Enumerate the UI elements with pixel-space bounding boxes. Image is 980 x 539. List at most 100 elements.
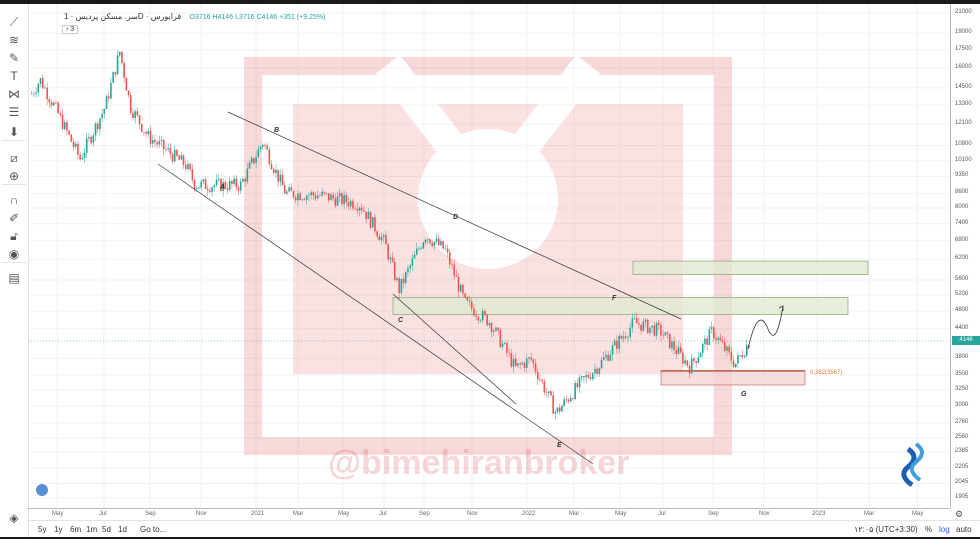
channel-lower-line[interactable] (157, 163, 594, 465)
settings-gear-icon[interactable]: ⚙ (955, 509, 964, 519)
candle-body (732, 360, 735, 368)
candle-body (528, 357, 530, 359)
candle-body (492, 330, 495, 332)
price-tick: 6800 (955, 236, 969, 243)
channel-upper-line[interactable] (227, 111, 682, 320)
candle-body (41, 78, 44, 89)
candle-body (345, 195, 348, 203)
candle-body (244, 179, 246, 182)
candle-body (173, 149, 176, 162)
trend-line-icon[interactable]: ⟋ (9, 15, 19, 29)
candle-body (499, 330, 502, 347)
candle-body (400, 278, 403, 294)
candle-body (279, 174, 282, 182)
candle-body (741, 354, 744, 358)
chart-canvas[interactable]: @bimehiranbroker A B C D E F G 0.382(356… (28, 4, 950, 508)
candle-body (55, 102, 57, 104)
trend-line-c[interactable] (392, 293, 517, 405)
unlock-icon[interactable]: 🔓︎ (10, 229, 18, 243)
zone-green[interactable] (632, 260, 869, 275)
measure-icon[interactable]: ☰ (8, 105, 20, 119)
brush-icon[interactable]: ✎ (8, 51, 20, 65)
candle-body (343, 195, 345, 205)
candle-body (30, 93, 33, 95)
price-axis[interactable]: 21000 19000 17500 16000 14500 13300 12100 10900… (950, 4, 980, 508)
projection-arrow[interactable] (747, 305, 784, 350)
pattern-icon[interactable]: ⋈ (8, 87, 20, 101)
price-tick: 9350 (955, 172, 969, 179)
range-5d[interactable]: 5d (102, 525, 111, 534)
candle-body (444, 248, 447, 250)
candle-body (503, 342, 506, 344)
candle-body (52, 102, 55, 106)
text-icon[interactable]: T (10, 69, 18, 83)
candle-body (532, 359, 535, 364)
candle-body (255, 157, 257, 163)
price-tick: 17500 (955, 45, 972, 52)
candle-body (690, 358, 693, 374)
ruler-icon[interactable]: ⧄ (10, 151, 18, 165)
range-1d[interactable]: 1d (118, 525, 127, 534)
auto-toggle[interactable]: auto (956, 525, 972, 534)
range-5y[interactable]: 5y (38, 525, 47, 534)
fib-label: 0.382(3567) (810, 370, 842, 376)
lock-draw-icon[interactable]: ✐ (8, 211, 20, 225)
candle-body (160, 139, 163, 141)
last-price-label: 4146 (952, 336, 980, 346)
candle-body (360, 207, 363, 211)
trash-icon[interactable]: ▤ (8, 271, 20, 285)
candle-body (743, 356, 746, 358)
chart-pane[interactable]: @bimehiranbroker A B C D E F G 0.382(356… (28, 4, 950, 508)
candle-body (699, 352, 702, 358)
range-1y[interactable]: 1y (54, 525, 63, 534)
arrow-down-icon[interactable]: ⬇ (8, 125, 20, 139)
candle-body (536, 371, 539, 380)
zone-green[interactable] (392, 297, 849, 315)
candle-body (422, 242, 425, 249)
candle-body (96, 123, 99, 130)
label-b: B (274, 127, 279, 134)
time-tick: May (52, 511, 64, 517)
watermark-text: @bimehiranbroker (328, 444, 629, 482)
eye-icon[interactable]: ◉ (8, 247, 20, 261)
candle-body (145, 132, 147, 134)
range-6m[interactable]: 6m (70, 525, 82, 534)
candle-body (587, 375, 590, 378)
candle-body (609, 354, 612, 361)
candle-body (204, 179, 207, 190)
candle-body (442, 241, 444, 249)
range-1m[interactable]: 1m (86, 525, 98, 534)
candle-body (235, 178, 238, 188)
zone-red[interactable] (660, 370, 806, 386)
candle-body (358, 207, 361, 211)
candle-body (330, 194, 332, 201)
percent-toggle[interactable]: % (925, 525, 933, 534)
candle-body (530, 357, 532, 360)
timezone-button[interactable]: ۱۲:۰۵ (UTC+3:30) (854, 525, 918, 534)
candle-body (627, 336, 629, 338)
symbol-name[interactable]: سر. مسکن پردیس (75, 12, 138, 21)
zoom-in-icon[interactable]: ⊕ (8, 169, 20, 183)
candle-body (167, 148, 169, 150)
candle-body (677, 347, 680, 354)
candle-body (517, 363, 519, 366)
log-toggle[interactable]: log (939, 525, 950, 534)
time-axis[interactable]: May Jul Sep Nov 2021 Mar May Jul Sep Nov 2022 Mar Ma… (28, 508, 950, 521)
price-tick: 16000 (955, 63, 972, 70)
fib-icon[interactable]: ≋ (8, 33, 20, 47)
price-tick: 8600 (955, 189, 969, 196)
hide-toolbar-icon[interactable]: ◈ (9, 511, 19, 525)
goto-button[interactable]: Go to... (140, 525, 167, 534)
candle-body (618, 336, 620, 349)
candle-body (719, 337, 722, 341)
watermark-logo (244, 54, 732, 455)
indicators-collapse-button[interactable]: › 3 (62, 25, 79, 34)
candle-body (46, 87, 48, 100)
candle-body (666, 332, 669, 334)
candle-body (543, 381, 546, 393)
time-tick: Mar (864, 511, 875, 517)
interval[interactable]: 1D (64, 12, 144, 21)
magnet-icon[interactable]: ∩ (9, 193, 19, 207)
candle-body (506, 342, 508, 353)
cloud-icon[interactable] (36, 484, 48, 496)
